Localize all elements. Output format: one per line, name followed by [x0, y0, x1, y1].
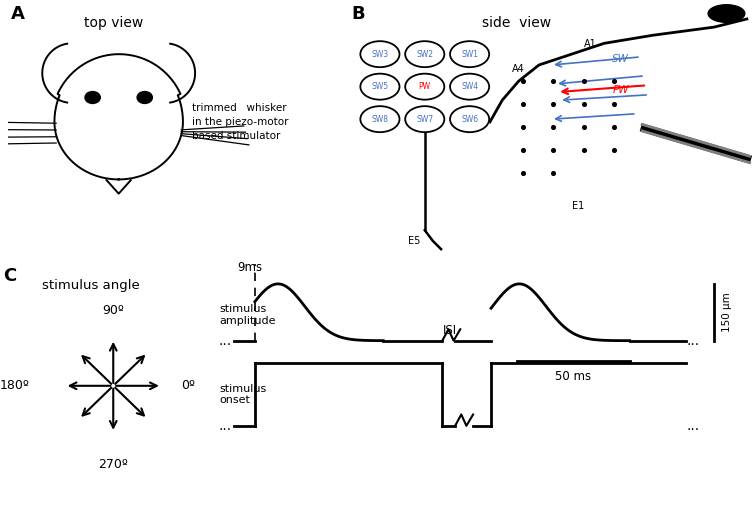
Text: SW3: SW3	[371, 50, 389, 59]
Text: top view: top view	[84, 16, 143, 30]
Text: ISI: ISI	[443, 323, 457, 337]
Point	[516, 169, 528, 177]
Text: SW4: SW4	[461, 82, 478, 91]
Text: A: A	[11, 6, 25, 24]
Point	[516, 77, 528, 85]
Text: E5: E5	[408, 236, 421, 246]
Text: PW: PW	[419, 82, 431, 91]
Point	[516, 146, 528, 154]
Text: 90º: 90º	[103, 304, 124, 317]
Point	[547, 169, 559, 177]
Circle shape	[137, 91, 153, 103]
Point	[609, 77, 621, 85]
Circle shape	[85, 91, 100, 103]
Text: ...: ...	[686, 334, 699, 347]
Text: SW5: SW5	[371, 82, 389, 91]
Text: SW: SW	[612, 54, 629, 64]
Point	[547, 77, 559, 85]
Point	[578, 100, 590, 108]
Text: trimmed   whisker
in the piezo-motor
based stimulator: trimmed whisker in the piezo-motor based…	[192, 103, 288, 141]
Text: 50 ms: 50 ms	[555, 370, 591, 383]
Text: SW1: SW1	[461, 50, 478, 59]
Text: E1: E1	[572, 200, 584, 211]
Text: A4: A4	[513, 64, 525, 74]
Text: stimulus angle: stimulus angle	[42, 280, 140, 292]
Point	[547, 100, 559, 108]
Text: ...: ...	[219, 334, 232, 347]
Text: SW2: SW2	[416, 50, 433, 59]
Text: stimulus
amplitude: stimulus amplitude	[219, 305, 276, 326]
Text: 9ms: 9ms	[237, 261, 262, 274]
Point	[609, 146, 621, 154]
Point	[609, 100, 621, 108]
Text: ...: ...	[686, 419, 699, 433]
Text: SW6: SW6	[461, 114, 478, 124]
Point	[516, 100, 528, 108]
Text: ...: ...	[219, 419, 232, 433]
Text: 180º: 180º	[0, 379, 29, 392]
Text: stimulus
onset: stimulus onset	[219, 384, 267, 405]
Point	[516, 123, 528, 131]
Text: A1: A1	[584, 39, 596, 50]
Point	[547, 123, 559, 131]
Point	[578, 123, 590, 131]
Ellipse shape	[708, 5, 744, 22]
Text: C: C	[3, 267, 17, 285]
Point	[609, 123, 621, 131]
Point	[578, 77, 590, 85]
Text: 0º: 0º	[181, 379, 196, 392]
Text: SW8: SW8	[371, 114, 388, 124]
Text: 150 μm: 150 μm	[722, 292, 732, 332]
Text: SW7: SW7	[416, 114, 433, 124]
Text: 270º: 270º	[98, 458, 128, 471]
Point	[578, 146, 590, 154]
Text: B: B	[351, 6, 365, 24]
Text: PW: PW	[612, 85, 629, 96]
Text: side  view: side view	[482, 16, 551, 30]
Point	[547, 146, 559, 154]
